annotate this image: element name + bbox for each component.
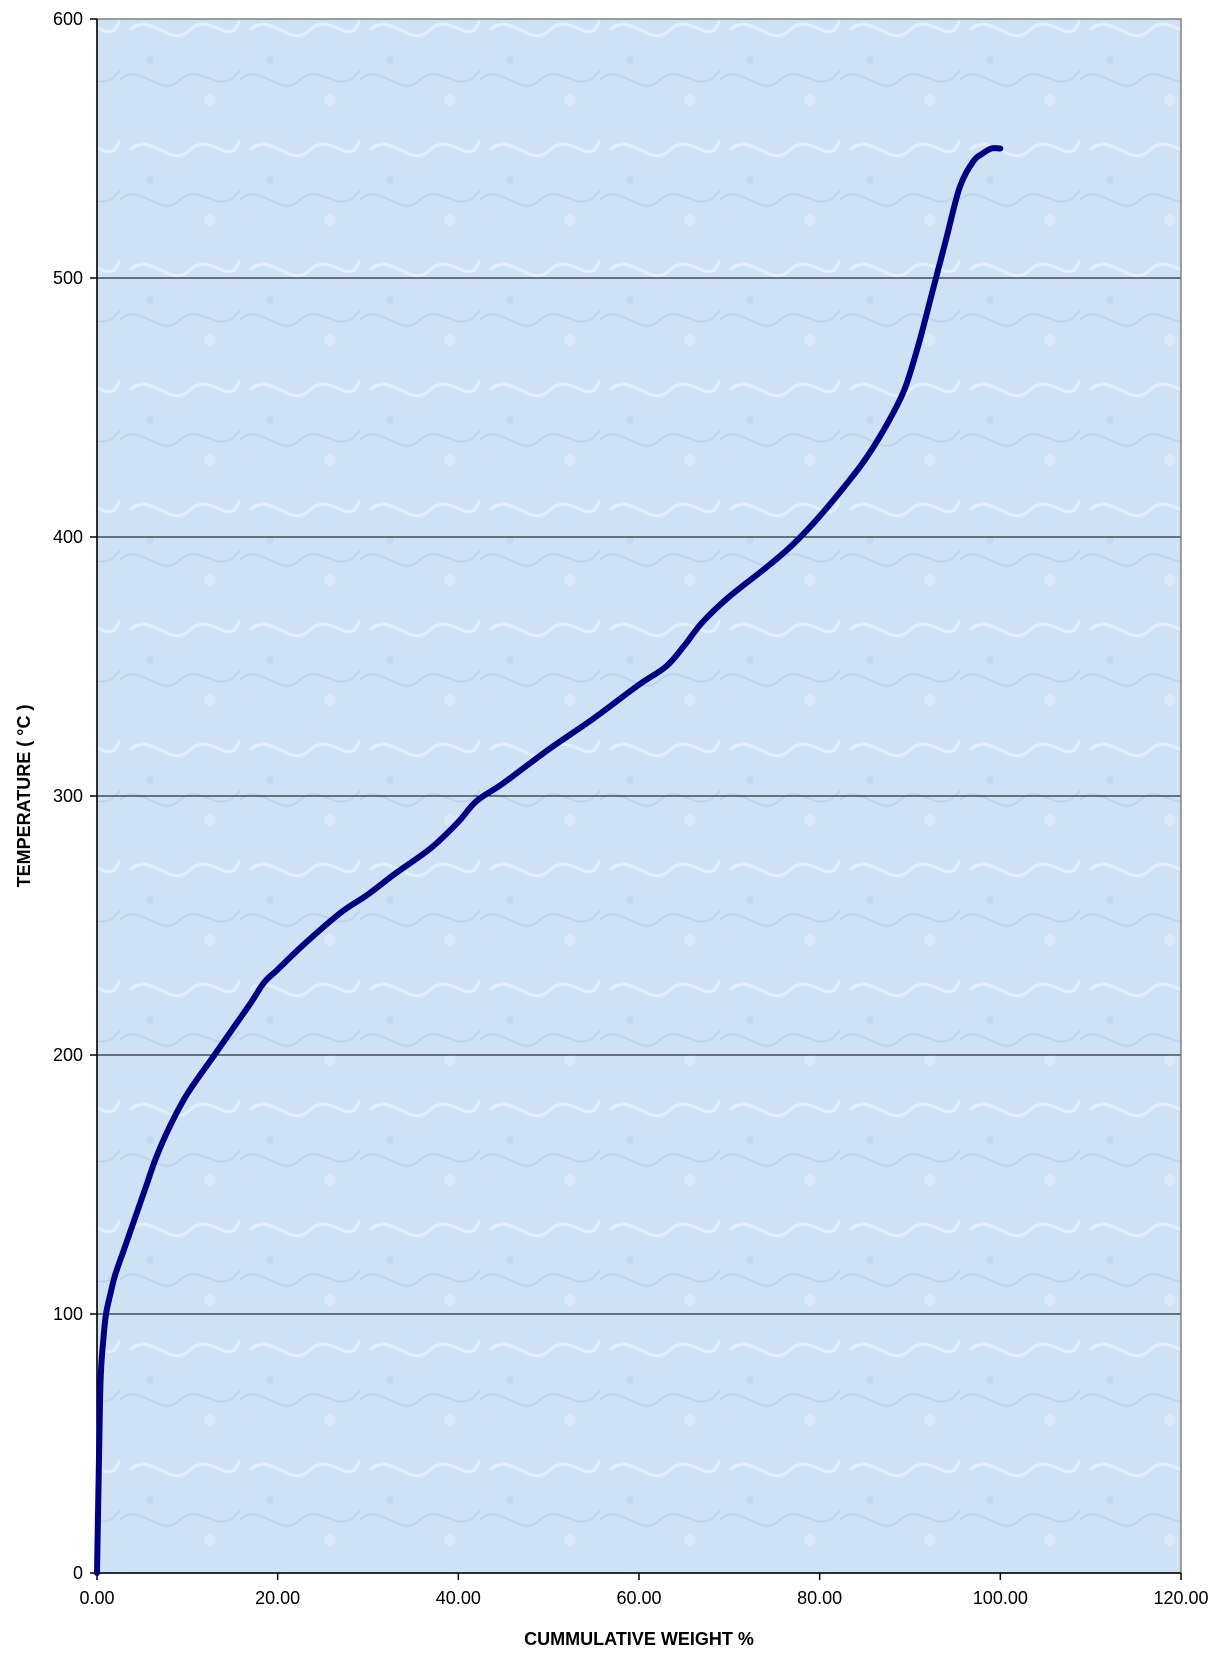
- y-axis-title: TEMPERATURE ( °C ): [14, 705, 34, 888]
- x-axis-title: CUMMULATIVE WEIGHT %: [524, 1629, 754, 1649]
- y-tick-label: 400: [53, 527, 83, 547]
- y-tick-label: 600: [53, 9, 83, 29]
- x-tick-label: 100.00: [973, 1588, 1028, 1608]
- y-tick-label: 100: [53, 1304, 83, 1324]
- x-tick-label: 80.00: [797, 1588, 842, 1608]
- y-tick-label: 200: [53, 1045, 83, 1065]
- y-tick-label: 0: [73, 1563, 83, 1583]
- x-tick-label: 120.00: [1153, 1588, 1208, 1608]
- x-tick-label: 20.00: [255, 1588, 300, 1608]
- y-ticks: 0 100 200 300 400 500 600: [53, 9, 97, 1583]
- y-tick-label: 500: [53, 268, 83, 288]
- series-layer: [94, 145, 1004, 1576]
- x-tick-label: 60.00: [616, 1588, 661, 1608]
- x-tick-label: 40.00: [436, 1588, 481, 1608]
- series-line: [94, 145, 1004, 1576]
- x-tick-label: 0.00: [79, 1588, 114, 1608]
- x-ticks: 0.00 20.00 40.00 60.00 80.00 100.00 120.00: [79, 1573, 1209, 1608]
- y-tick-label: 300: [53, 786, 83, 806]
